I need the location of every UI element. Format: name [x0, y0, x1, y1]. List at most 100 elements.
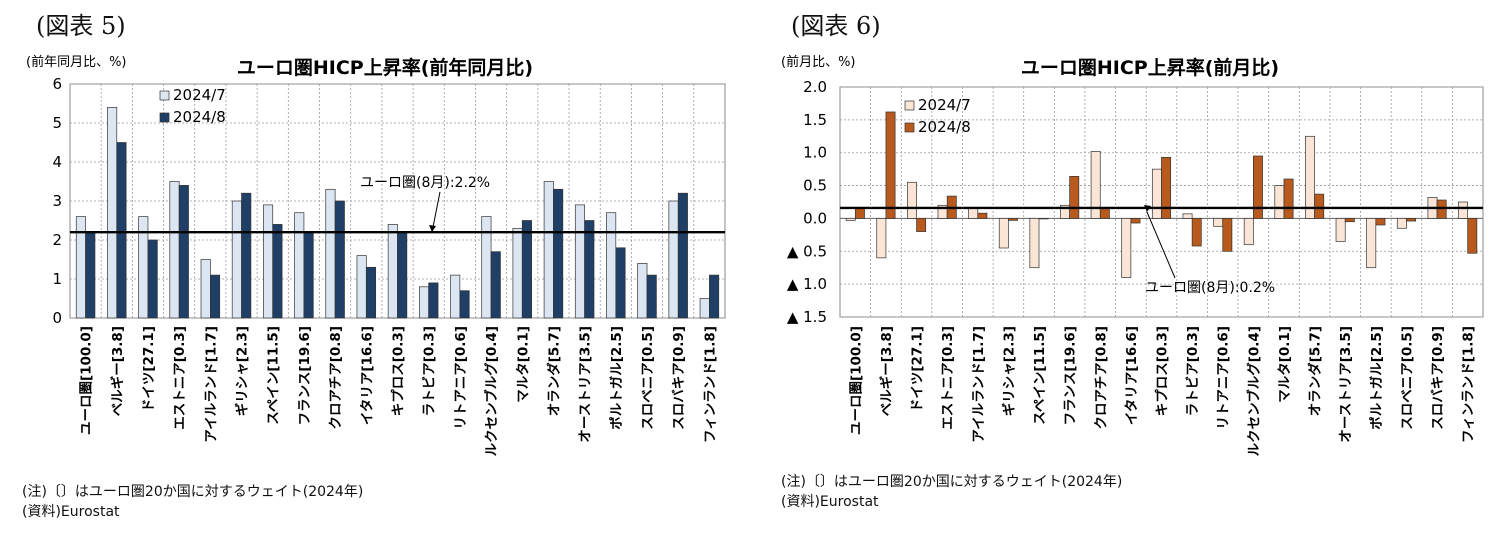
chart-mom: ユーロ圏HICP上昇率(前月比) (前月比、%) ▲ 1.5 ▲ 1.0 ▲ 0.5 0.…: [781, 54, 1484, 456]
bar-s1: [699, 298, 710, 319]
y-tick-label: 1.0: [803, 144, 827, 162]
bar-s2: [646, 274, 657, 319]
bar-s1: [1335, 218, 1346, 242]
chart-panel-yoy: (図表 5) ユーロ圏HICP上昇率(前年同月比) (前年同月比、%) 0 1 2 3 4 5…: [22, 12, 726, 522]
bar-s1: [606, 212, 617, 319]
category-label: マルタ[0.1]: [1277, 326, 1293, 403]
bar-s2: [428, 282, 439, 319]
category-label: スペイン[11.5]: [1032, 326, 1048, 425]
y-tick-label: 2.0: [803, 78, 827, 96]
category-label: スロベニア[0.5]: [640, 326, 656, 430]
chart-yoy: ユーロ圏HICP上昇率(前年同月比) (前年同月比、%) 0 1 2 3 4 5 6 ユーロ圏(8…: [26, 54, 726, 456]
category-label: スペイン[11.5]: [266, 326, 282, 425]
figure-label: (図表 5): [36, 12, 126, 40]
bar-s2: [977, 212, 988, 219]
bar-s2: [677, 192, 688, 319]
bar-s2: [1161, 156, 1172, 219]
category-label: ルクセンブルグ[0.4]: [1245, 326, 1262, 456]
figure-label: (図表 6): [791, 12, 881, 40]
bar-s2: [1253, 155, 1263, 219]
bar-s1: [1029, 218, 1040, 269]
bar-s2: [1314, 193, 1325, 219]
bar-s2: [1099, 208, 1110, 219]
legend-swatch: [904, 122, 915, 133]
category-label: ユーロ圏[100.0]: [848, 326, 864, 435]
bar-s1: [1151, 168, 1162, 219]
reference-pointer: [1146, 211, 1176, 279]
category-label: オランダ[5.7]: [545, 326, 562, 416]
category-label: ギリシャ[2.3]: [1001, 326, 1017, 416]
category-label: ドイツ[27.1]: [141, 326, 157, 412]
bar-s1: [325, 188, 336, 319]
bar-s1: [876, 218, 887, 259]
bar-s2: [521, 220, 532, 319]
category-label: エストニア[0.3]: [172, 326, 188, 430]
bar-s2: [85, 231, 96, 319]
note-text: (注)〔〕はユーロ圏20か国に対するウェイト(2024年): [22, 484, 364, 500]
category-label: クロアチア[0.8]: [1093, 326, 1109, 430]
bar-s1: [668, 200, 679, 319]
bar-s2: [210, 274, 221, 319]
category-label: リトアニア[0.6]: [453, 326, 469, 430]
category-label: ベルギー[3.8]: [110, 326, 126, 416]
chart-title: ユーロ圏HICP上昇率(前年同月比): [237, 56, 533, 79]
bar-s2: [1008, 218, 1018, 221]
legend-swatch: [159, 112, 170, 123]
bar-s1: [356, 255, 367, 319]
category-label: スロバキア[0.9]: [671, 326, 687, 430]
y-tick-label: 3: [52, 192, 62, 210]
y-tick-label: 1.5: [803, 111, 827, 129]
category-label: ユーロ圏[100.0]: [79, 326, 95, 435]
notes: (注)〔〕はユーロ圏20か国に対するウェイト(2024年) (資料)Eurost…: [22, 482, 363, 522]
bar-s2: [1283, 178, 1294, 219]
bar-s1: [1121, 218, 1132, 278]
bar-s2: [1467, 218, 1478, 254]
bar-s2: [1436, 199, 1447, 219]
bar-s2: [1038, 218, 1049, 220]
legend-label: 2024/8: [918, 118, 971, 136]
bar-s1: [968, 208, 979, 219]
category-label: スロバキア[0.9]: [1430, 326, 1446, 430]
bar-s1: [231, 200, 242, 319]
bar-s1: [1366, 218, 1377, 269]
legend-swatch: [159, 90, 170, 101]
y-tick-label: 1: [52, 270, 62, 288]
bar-s1: [512, 227, 523, 319]
category-label: スロベニア[0.5]: [1399, 326, 1415, 430]
category-label: ドイツ[27.1]: [910, 326, 926, 412]
chart-panel-mom: (図表 6) ユーロ圏HICP上昇率(前月比) (前月比、%) ▲ 1.5 ▲ 1.0…: [755, 0, 1510, 541]
bar-s2: [116, 142, 127, 319]
category-label: ラトビア[0.3]: [422, 326, 438, 416]
bar-s1: [387, 224, 398, 319]
bar-s1: [845, 218, 856, 221]
bar-s2: [147, 239, 158, 319]
bar-s1: [1090, 151, 1101, 219]
bar-s2: [1191, 218, 1202, 247]
bar-s2: [178, 185, 189, 319]
legend-label: 2024/7: [918, 96, 971, 114]
bar-s1: [998, 218, 1009, 249]
source-text: (資料)Eurostat: [781, 494, 879, 510]
bar-s1: [1396, 218, 1407, 229]
category-label: イタリア[16.6]: [359, 326, 375, 425]
category-label: マルタ[0.1]: [515, 326, 531, 403]
legend-label: 2024/7: [173, 86, 226, 104]
bar-s2: [241, 192, 252, 319]
category-label: クロアチア[0.8]: [328, 326, 344, 430]
bar-s2: [916, 218, 927, 232]
category-label: オーストリア[3.5]: [1338, 326, 1354, 443]
bar-s2: [709, 274, 720, 319]
y-tick-label: 0.0: [803, 209, 827, 227]
bar-s1: [169, 181, 180, 319]
bar-s2: [334, 200, 345, 319]
bar-s2: [490, 251, 501, 319]
category-label: ギリシャ[2.3]: [235, 326, 251, 416]
y-tick-label: 0: [52, 309, 62, 327]
bar-s1: [1182, 213, 1193, 219]
bar-s1: [543, 181, 554, 319]
bar-s1: [1458, 201, 1469, 219]
category-label: ラトビア[0.3]: [1185, 326, 1201, 416]
reference-pointer: [431, 191, 441, 233]
reference-label: ユーロ圏(8月):2.2%: [360, 175, 490, 191]
category-label: ルクセンブルグ[0.4]: [483, 326, 500, 456]
